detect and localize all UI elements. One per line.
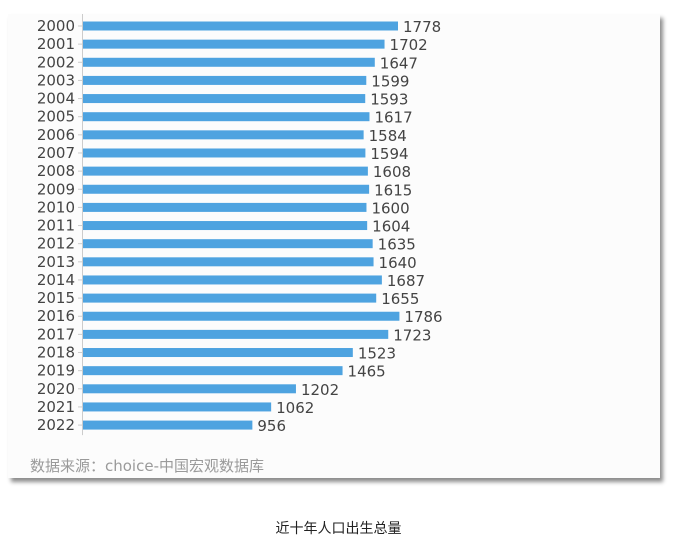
bar (83, 39, 385, 49)
y-tick-label: 2014 (37, 271, 75, 289)
data-label: 1604 (372, 218, 410, 236)
bar (83, 57, 375, 67)
data-label: 1599 (371, 72, 409, 90)
data-label: 1062 (276, 399, 314, 417)
data-label: 1778 (403, 18, 441, 36)
y-tick-label: 2010 (37, 198, 75, 216)
y-tick-label: 2006 (37, 126, 75, 144)
data-source-note: 数据来源：choice-中国宏观数据库 (30, 457, 264, 475)
bar (83, 130, 364, 140)
bar (83, 257, 374, 267)
y-tick-label: 2012 (37, 235, 75, 253)
y-tick-label: 2019 (37, 362, 75, 380)
data-label: 1584 (369, 127, 407, 145)
data-label: 1608 (373, 163, 411, 181)
data-label: 1635 (378, 236, 416, 254)
bar (83, 420, 253, 430)
data-label: 1202 (301, 381, 339, 399)
y-tick-label: 2022 (37, 416, 75, 434)
data-label: 956 (257, 417, 286, 435)
y-tick-label: 2009 (37, 180, 75, 198)
data-label: 1593 (370, 91, 408, 109)
figure-caption: 近十年人口出生总量 (275, 521, 402, 537)
bar (83, 329, 389, 339)
bar (83, 202, 367, 212)
bar (83, 239, 373, 249)
y-tick-label: 2005 (37, 108, 75, 126)
bar (83, 221, 368, 231)
bar (83, 148, 366, 158)
y-tick-label: 2003 (37, 71, 75, 89)
data-label: 1702 (390, 36, 428, 54)
y-tick-label: 2020 (37, 380, 75, 398)
bar (83, 94, 366, 104)
y-tick-label: 2004 (37, 90, 75, 108)
bar (83, 112, 370, 122)
y-tick-label: 2021 (37, 398, 75, 416)
y-tick-label: 2002 (37, 53, 75, 71)
y-tick-label: 2011 (37, 217, 75, 235)
bar (83, 21, 398, 31)
data-label: 1465 (348, 363, 386, 381)
bar (83, 348, 353, 358)
data-label: 1723 (393, 326, 431, 344)
data-label: 1647 (380, 54, 418, 72)
bar (83, 402, 272, 412)
bar (83, 311, 400, 321)
data-label: 1687 (387, 272, 425, 290)
y-tick-label: 2018 (37, 344, 75, 362)
bar (83, 166, 368, 176)
data-label: 1523 (358, 345, 396, 363)
y-tick-label: 2008 (37, 162, 75, 180)
data-label: 1600 (371, 199, 409, 217)
bar-chart: 2000 1778 2001 1702 2002 1647 2003 1599 2004 1593… (37, 14, 443, 436)
chart-card: 2000 1778 2001 1702 2002 1647 2003 1599 2004 1593… (8, 14, 660, 478)
bar (83, 384, 296, 394)
y-tick-label: 2013 (37, 253, 75, 271)
bar (83, 75, 367, 85)
data-label: 1617 (374, 109, 412, 127)
data-label: 1655 (381, 290, 419, 308)
data-label: 1786 (404, 308, 442, 326)
bar (83, 293, 377, 303)
bar (83, 275, 382, 285)
bar (83, 366, 343, 376)
data-label: 1640 (379, 254, 417, 272)
data-label: 1594 (370, 145, 408, 163)
y-tick-label: 2015 (37, 289, 75, 307)
bar (83, 184, 370, 194)
data-label: 1615 (374, 181, 412, 199)
y-tick-label: 2001 (37, 35, 75, 53)
y-tick-label: 2016 (37, 307, 75, 325)
y-tick-label: 2007 (37, 144, 75, 162)
y-tick-label: 2000 (37, 17, 75, 35)
y-tick-label: 2017 (37, 325, 75, 343)
